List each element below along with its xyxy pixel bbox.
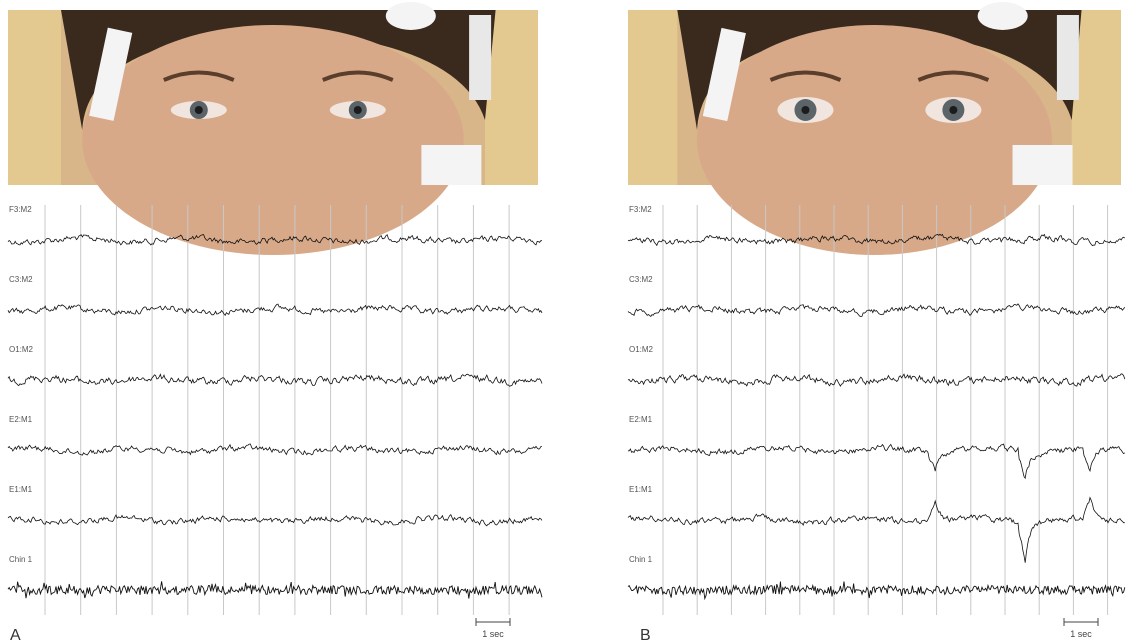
electrode <box>386 2 436 30</box>
eeg-trace <box>8 515 542 526</box>
channel-label: C3:M2 <box>9 275 33 284</box>
face <box>697 25 1052 255</box>
channel-label: E2:M1 <box>9 415 33 424</box>
panel-label: B <box>640 627 651 644</box>
channel-label: E2:M1 <box>629 415 653 424</box>
channel-label: E1:M1 <box>9 485 33 494</box>
pupil <box>195 106 203 114</box>
photo <box>628 2 1121 255</box>
electrode <box>1057 15 1079 100</box>
scale-bar <box>1064 618 1098 626</box>
eeg-trace <box>628 498 1125 563</box>
wall-left <box>8 10 61 185</box>
eeg-trace <box>628 304 1125 317</box>
eeg-trace <box>8 304 542 315</box>
eeg-trace <box>8 444 542 455</box>
channel-label: Chin 1 <box>9 555 33 564</box>
electrode <box>1013 145 1073 185</box>
eeg-trace <box>628 444 1125 478</box>
scale-bar-label: 1 sec <box>1070 629 1092 639</box>
scale-bar <box>476 618 510 626</box>
electrode <box>469 15 491 100</box>
channel-label: F3:M2 <box>629 205 652 214</box>
channel-label: C3:M2 <box>629 275 653 284</box>
eeg-trace <box>8 374 542 386</box>
pupil <box>801 106 809 114</box>
channel-label: F3:M2 <box>9 205 32 214</box>
eeg-trace <box>628 582 1125 599</box>
panel: F3:M2 C3:M2 O1:M2 E2:M1 E1:M1 Chin 1 1 sec B <box>628 2 1125 644</box>
channel-label: Chin 1 <box>629 555 653 564</box>
electrode <box>978 2 1028 30</box>
channel-label: E1:M1 <box>629 485 653 494</box>
scale-bar-label: 1 sec <box>482 629 504 639</box>
wall-left <box>628 10 677 185</box>
eeg-trace <box>8 581 542 598</box>
panel-label: A <box>10 627 21 644</box>
electrode <box>421 145 481 185</box>
pupil <box>354 106 362 114</box>
eeg-trace <box>628 374 1125 386</box>
face <box>82 25 464 255</box>
pupil <box>949 106 957 114</box>
figure: F3:M2C3:M2O1:M2E2:M1E1:M1Chin 11 secAF3:… <box>0 0 1126 644</box>
photo <box>8 2 538 255</box>
channel-label: O1:M2 <box>9 345 34 354</box>
channel-label: O1:M2 <box>629 345 654 354</box>
panel: F3:M2 C3:M2 O1:M2 E2:M1 E1:M1 Chin 1 1 sec A <box>8 2 542 644</box>
